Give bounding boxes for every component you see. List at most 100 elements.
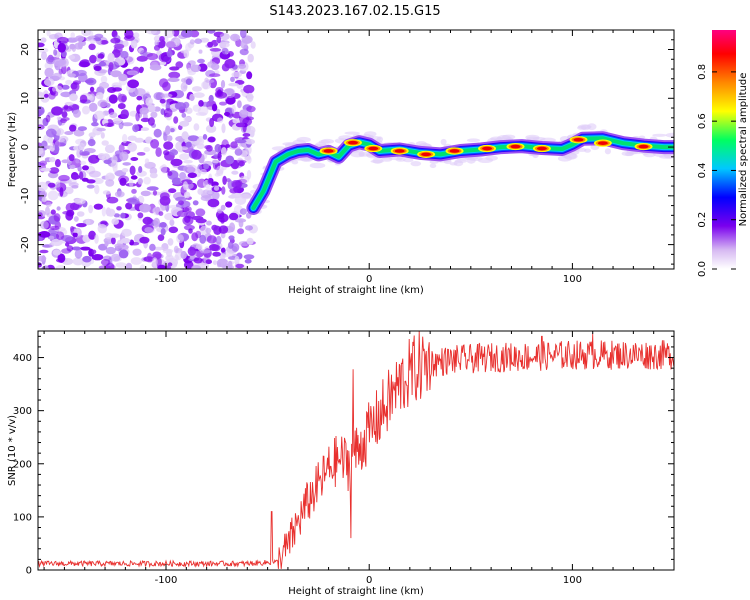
noise-blob [86,184,95,189]
noise-blob [225,155,235,165]
noise-blob [212,190,220,201]
noise-blob [114,243,124,249]
snr-line [38,331,674,569]
noise-blob [195,208,206,217]
noise-blob [43,78,55,87]
noise-blob [98,61,107,67]
hot-spot-core [510,144,521,149]
noise-blob [72,232,78,238]
noise-blob [248,130,255,138]
noise-blob [205,79,215,83]
noise-blob [208,94,214,103]
noise-blob [217,213,229,223]
noise-blob [203,163,210,170]
noise-blob [196,138,203,143]
noise-blob [202,134,208,140]
noise-blob [181,131,189,140]
noise-blob [94,33,104,39]
noise-blob [97,99,108,108]
noise-blob [135,112,140,122]
noise-blob [140,127,150,131]
p1-xlabel: Height of straight line (km) [288,285,424,296]
noise-blob [228,82,240,87]
noise-blob [230,141,238,149]
noise-blob [147,104,156,112]
halo-blob [429,163,437,169]
noise-blob [126,70,139,76]
noise-blob [147,252,153,261]
halo-blob [388,156,403,161]
noise-blob [91,254,104,261]
noise-blob [49,225,60,231]
noise-blob [174,102,187,110]
noise-blob [100,75,108,84]
noise-blob [97,53,105,60]
noise-blob [97,223,108,234]
noise-blob [198,100,204,107]
noise-blob [108,94,118,104]
p1-ytick-label: -20 [20,236,31,252]
halo-blob [309,162,326,169]
noise-blob [87,139,96,147]
noise-blob [78,142,85,151]
noise-blob [78,40,83,50]
noise-blob [167,238,174,246]
halo-blob [526,136,540,141]
noise-blob [89,38,96,44]
noise-blob [228,212,239,221]
noise-blob [82,255,92,263]
noise-blob [152,257,158,267]
noise-blob [57,43,66,53]
p1-ytick-label: -10 [20,188,31,204]
hot-spot-core [638,144,649,149]
hot-spot-core [394,149,405,153]
noise-blob [140,117,150,123]
noise-blob [47,190,59,201]
noise-blob [50,238,63,247]
p1-xtick-label: 0 [366,274,372,285]
noise-blob [234,255,240,266]
noise-blob [48,34,60,40]
noise-blob [167,171,173,177]
noise-blob [131,188,137,194]
noise-blob [228,194,237,199]
noise-blob [116,206,122,211]
p2-xlabel: Height of straight line (km) [288,586,424,597]
noise-blob [150,111,158,118]
noise-blob [61,84,70,90]
noise-blob [239,208,247,215]
noise-blob [217,208,223,214]
noise-blob [52,249,61,256]
noise-blob [225,201,233,208]
p2-ytick-label: 0 [26,566,32,577]
noise-blob [48,235,55,240]
noise-blob [169,219,175,227]
noise-blob [218,225,229,234]
noise-blob [96,58,102,62]
noise-blob [212,251,221,257]
noise-blob [113,213,120,218]
noise-blob [231,181,242,190]
noise-blob [199,249,211,254]
noise-blob [220,204,226,211]
noise-blob [234,218,247,223]
noise-blob [106,208,116,217]
noise-blob [144,227,154,233]
noise-blob [99,82,110,89]
noise-blob [149,167,158,175]
noise-blob [247,53,254,63]
noise-blob [245,225,253,231]
noise-blob [79,160,87,165]
noise-blob [147,117,155,126]
colorbar: 0.0 0.2 0.4 0.6 0.8 Normalized spectral ampli… [697,30,749,277]
noise-blob [250,41,256,49]
noise-blob [91,249,97,254]
noise-blob [216,108,221,115]
noise-blob [68,182,79,188]
noise-blob [159,98,166,104]
halo-blob [568,152,577,159]
noise-blob [159,36,165,42]
noise-blob [38,42,45,48]
noise-blob [65,202,75,212]
noise-blob [112,87,122,92]
